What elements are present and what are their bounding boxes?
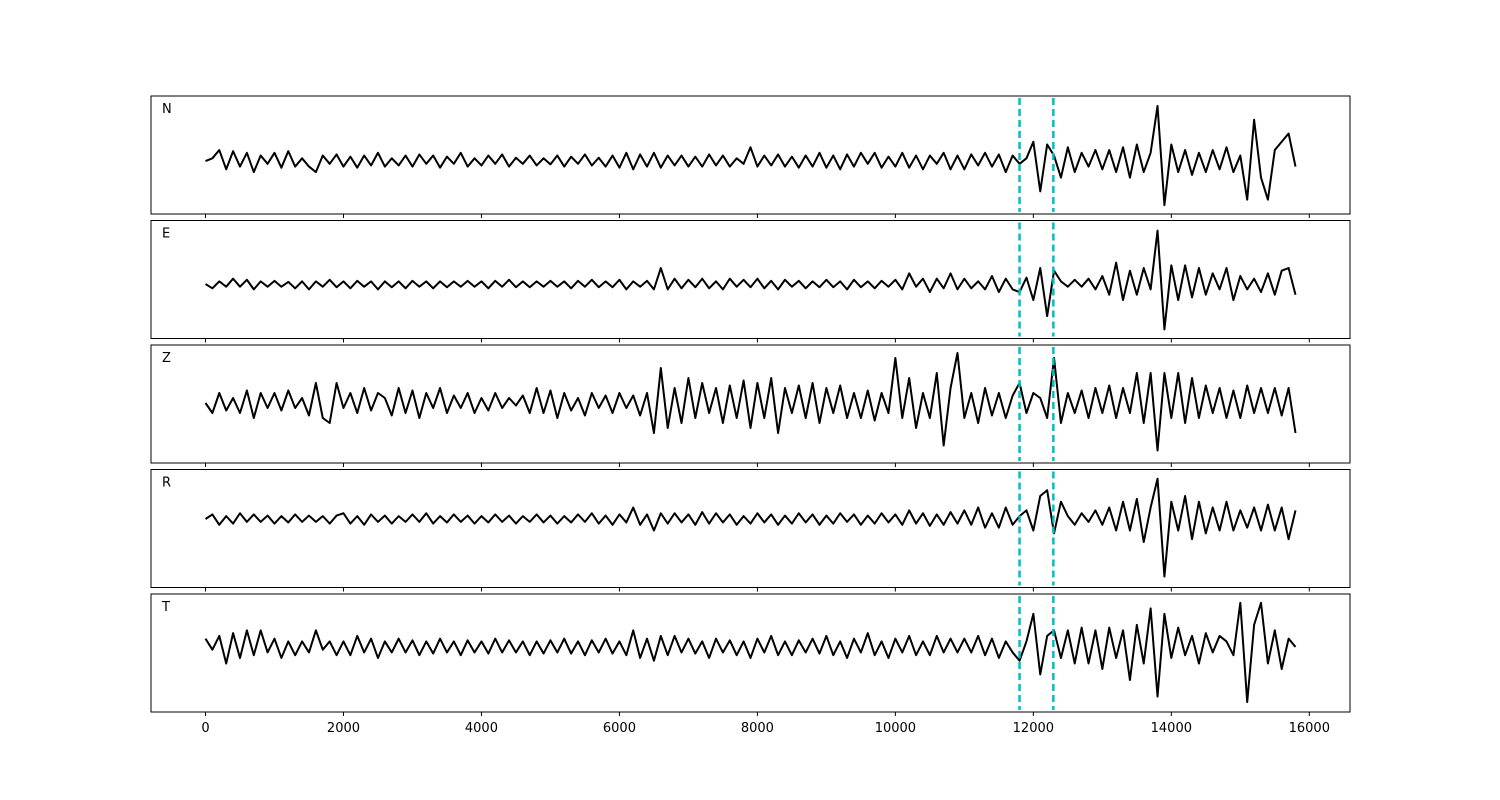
trace	[204, 601, 1297, 704]
panel-frame	[150, 220, 1351, 339]
panel-frame	[150, 593, 1351, 713]
x-tick-label: 16000	[1289, 721, 1330, 736]
x-tick-label: 12000	[1013, 721, 1054, 736]
panel-frame	[150, 95, 1351, 215]
panel-label: T	[161, 600, 170, 615]
x-tick-label: 8000	[741, 721, 774, 736]
panel-frame	[150, 344, 1351, 464]
trace	[204, 477, 1297, 578]
panel-label: R	[162, 476, 171, 491]
x-tick-label: 10000	[875, 721, 916, 736]
trace	[204, 352, 1297, 452]
panel-label: E	[162, 227, 170, 242]
x-tick-label: 0	[201, 721, 209, 736]
x-tick-label: 6000	[603, 721, 636, 736]
x-tick-label: 4000	[465, 721, 498, 736]
trace	[204, 229, 1297, 331]
trace	[205, 104, 1297, 207]
panel-label: Z	[162, 351, 171, 366]
x-tick-label: 14000	[1151, 721, 1192, 736]
x-tick-label: 2000	[327, 721, 360, 736]
panel-frame	[150, 469, 1351, 588]
panel-label: N	[162, 102, 172, 117]
